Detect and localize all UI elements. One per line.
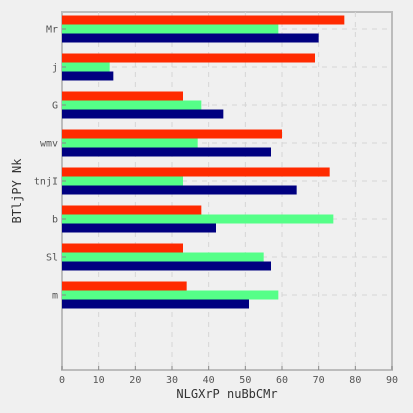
bar-series-3-3 <box>62 147 271 157</box>
y-tick-label: Mr <box>46 25 58 36</box>
bar-series-1-2 <box>62 91 183 101</box>
bar-series-3-2 <box>62 109 224 119</box>
bar-series-2-3 <box>62 138 198 148</box>
bar-series-2-0 <box>62 24 279 34</box>
x-ticks: 0 10 20 30 40 50 60 70 80 90 <box>59 366 398 386</box>
x-axis-label: NLGXrP nuBbCMr <box>176 387 277 401</box>
y-tick-label: m <box>52 291 58 302</box>
x-tick-label: 0 <box>59 375 65 386</box>
x-tick-label: 80 <box>349 375 361 386</box>
y-tick-label: b <box>52 215 58 226</box>
bar-series-1-3 <box>62 129 282 139</box>
bar-series-3-4 <box>62 185 297 195</box>
bars <box>62 15 345 309</box>
y-axis-label: BTljPY Nk <box>10 158 24 224</box>
bar-series-1-5 <box>62 205 202 215</box>
x-tick-label: 10 <box>93 375 105 386</box>
bar-series-2-5 <box>62 214 334 224</box>
bar-series-1-0 <box>62 15 345 25</box>
x-tick-label: 40 <box>203 375 215 386</box>
x-tick-label: 70 <box>313 375 325 386</box>
x-tick-label: 60 <box>276 375 288 386</box>
bar-series-1-6 <box>62 243 183 253</box>
bar-series-3-0 <box>62 33 319 43</box>
bar-series-3-5 <box>62 223 216 233</box>
x-tick-label: 90 <box>386 375 398 386</box>
bar-series-2-2 <box>62 100 202 110</box>
bar-series-2-1 <box>62 62 110 72</box>
bar-series-1-4 <box>62 167 330 177</box>
x-tick-label: 50 <box>239 375 251 386</box>
x-tick-label: 20 <box>129 375 141 386</box>
bar-series-2-6 <box>62 252 264 262</box>
bar-series-2-4 <box>62 176 183 186</box>
bar-series-3-7 <box>62 299 249 309</box>
bar-series-3-6 <box>62 261 271 271</box>
y-tick-label: Sl <box>46 253 58 264</box>
x-tick-label: 30 <box>166 375 178 386</box>
bar-series-1-7 <box>62 281 187 291</box>
y-tick-label: G <box>52 101 58 112</box>
bar-series-3-1 <box>62 71 114 81</box>
y-tick-label: j <box>52 63 58 74</box>
bar-series-2-7 <box>62 290 279 300</box>
bar-series-1-1 <box>62 53 315 63</box>
y-tick-label: wmv <box>40 139 58 150</box>
y-tick-label: tnjI <box>34 177 58 188</box>
